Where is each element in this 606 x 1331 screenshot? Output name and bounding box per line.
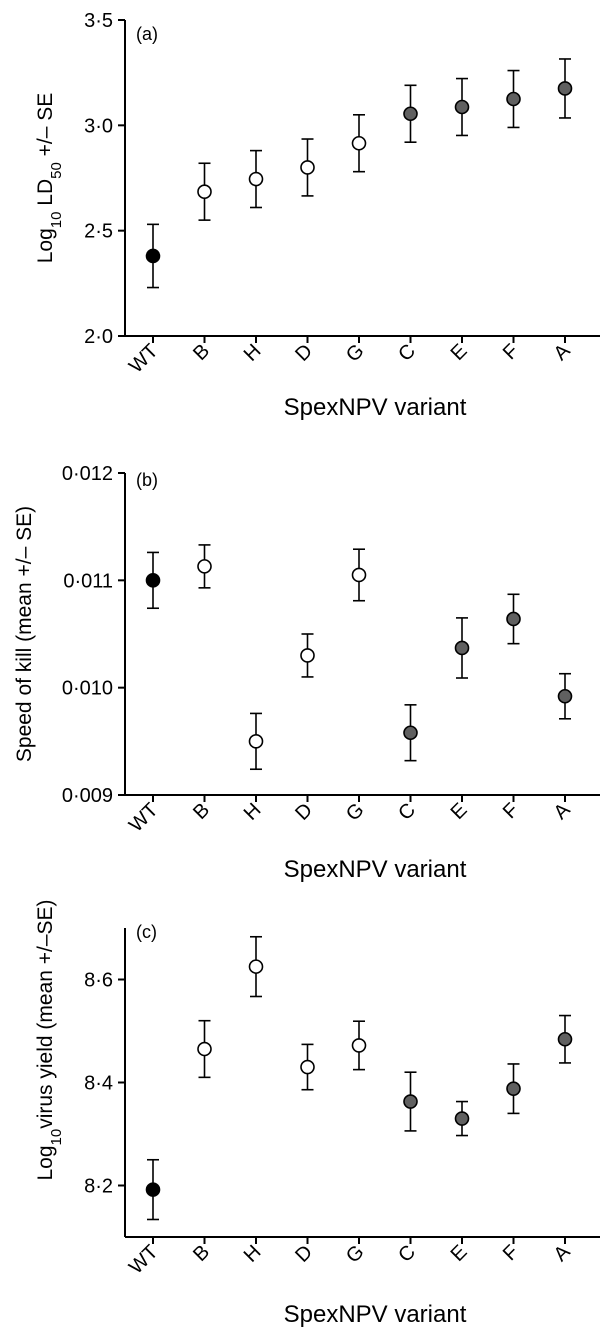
panel-c-point-a bbox=[557, 1031, 573, 1047]
panel-b-x-tick-label: F bbox=[499, 799, 523, 823]
panel-c-point-wt bbox=[145, 1182, 161, 1197]
panel-b-x-tick-label: D bbox=[291, 799, 317, 825]
panel-c-point-f bbox=[506, 1081, 521, 1096]
panel-b-x-tick-label: E bbox=[447, 799, 472, 824]
panel-c-y-label-log: Log bbox=[34, 1145, 57, 1180]
panel-c-point-c bbox=[403, 1094, 418, 1109]
panel-c: Log10virus yield (mean +/–SE) (c) 8·2 8·4… bbox=[34, 899, 600, 1328]
panel-a-point-f bbox=[506, 91, 521, 107]
panel-c-point-g bbox=[351, 1038, 367, 1053]
panel-a: Log10 LD50 +/– SE (a) 2·0 2·5 3·0 3·5 WT B H D G… bbox=[34, 10, 600, 421]
panel-a-point-g bbox=[351, 135, 367, 151]
panel-a-x-tick-label: B bbox=[189, 340, 214, 365]
panel-c-x-tick-label: F bbox=[499, 1241, 523, 1265]
panel-b-point-g bbox=[351, 567, 367, 583]
panel-a-x-tick-label: C bbox=[394, 340, 420, 366]
panel-a-y-label-sub2: 50 bbox=[48, 162, 65, 179]
panel-b-x-tick-label: B bbox=[189, 799, 214, 824]
panel-c-y-label-tail: virus yield (mean +/–SE) bbox=[34, 899, 57, 1128]
panel-a-y-tick-label: 3·0 bbox=[84, 115, 113, 137]
panel-a-y-label-sub: 10 bbox=[48, 212, 65, 229]
panel-c-x-tick-label: H bbox=[240, 1241, 266, 1267]
panel-a-y-label-ld: LD bbox=[34, 179, 57, 212]
panel-a-point-b bbox=[197, 184, 212, 199]
panel-c-label: (c) bbox=[136, 922, 157, 942]
panel-a-point-wt bbox=[145, 248, 161, 264]
panel-a-point-h bbox=[248, 171, 264, 187]
panel-b-point-e bbox=[454, 640, 470, 656]
panel-b-plot: 0·009 0·010 0·011 0·012 WT B H D G C E F A bbox=[62, 463, 600, 837]
panel-b-x-tick-label: G bbox=[342, 799, 369, 826]
panel-c-point-e bbox=[454, 1111, 470, 1126]
panel-b-x-tick-label: WT bbox=[125, 799, 163, 837]
panel-b-point-wt bbox=[145, 573, 161, 588]
panel-a-point-c bbox=[403, 106, 418, 122]
panel-a-x-tick-label: A bbox=[550, 340, 575, 365]
panel-b-point-d bbox=[300, 648, 315, 663]
panel-c-point-h bbox=[248, 959, 264, 974]
panel-a-x-tick-label: F bbox=[499, 340, 523, 364]
panel-b-label: (b) bbox=[136, 470, 158, 490]
panel-b-y-tick-label: 0·012 bbox=[62, 463, 113, 485]
panel-c-x-tick-label: D bbox=[291, 1241, 317, 1267]
panel-a-point-d bbox=[300, 160, 315, 175]
panel-c-x-label: SpexNPV variant bbox=[284, 1301, 467, 1328]
panel-b-point-h bbox=[248, 734, 264, 749]
panel-a-x-tick-label: WT bbox=[125, 340, 163, 378]
panel-c-y-label: Log10virus yield (mean +/–SE) bbox=[34, 899, 65, 1180]
panel-a-y-label-log: Log bbox=[34, 228, 57, 263]
panel-a-x-tick-label: D bbox=[291, 340, 317, 366]
panel-c-y-tick-label: 8·2 bbox=[84, 1176, 113, 1198]
panel-a-x-tick-label: G bbox=[342, 340, 369, 367]
panel-a-point-a bbox=[557, 81, 573, 96]
panel-c-x-tick-label: C bbox=[394, 1241, 420, 1267]
panel-a-y-label-tail: +/– SE bbox=[34, 93, 57, 162]
panel-c-plot: 8·2 8·4 8·6 WT B H D G C E F A bbox=[84, 928, 600, 1279]
panel-b-y-label: Speed of kill (mean +/– SE) bbox=[13, 506, 36, 762]
panel-a-y-label: Log10 LD50 +/– SE bbox=[34, 93, 65, 264]
panel-b-x-label: SpexNPV variant bbox=[284, 856, 467, 883]
panel-a-y-tick-label: 2·0 bbox=[84, 326, 113, 348]
panel-b-point-c bbox=[403, 725, 418, 741]
panel-a-plot: 2·0 2·5 3·0 3·5 WT B H D G C E F A bbox=[84, 10, 600, 378]
panel-c-y-tick-label: 8·4 bbox=[84, 1073, 113, 1095]
panel-a-x-label: SpexNPV variant bbox=[284, 394, 467, 421]
panel-c-point-d bbox=[300, 1059, 315, 1075]
panel-c-x-tick-label: E bbox=[447, 1241, 472, 1266]
panel-b-point-f bbox=[506, 611, 521, 627]
panel-c-y-tick-label: 8·6 bbox=[84, 970, 113, 992]
panel-a-x-tick-label: E bbox=[447, 340, 472, 365]
panel-a-label: (a) bbox=[136, 24, 158, 44]
panel-c-x-tick-label: G bbox=[342, 1241, 369, 1268]
panel-a-point-e bbox=[454, 99, 470, 115]
panel-c-y-label-sub: 10 bbox=[48, 1129, 65, 1146]
panel-c-x-tick-label: WT bbox=[125, 1241, 163, 1279]
panel-b-point-b bbox=[197, 559, 212, 574]
panel-a-y-tick-label: 2·5 bbox=[84, 221, 113, 243]
panel-b-y-tick-label: 0·010 bbox=[62, 678, 113, 700]
panel-b: Speed of kill (mean +/– SE) (b) 0·0090·0… bbox=[13, 463, 600, 883]
panel-b-x-tick-label: C bbox=[394, 799, 420, 825]
panel-c-x-tick-label: A bbox=[550, 1241, 575, 1266]
panel-b-point-a bbox=[557, 688, 573, 704]
panel-b-x-tick-label: A bbox=[550, 799, 575, 824]
panel-c-x-tick-label: B bbox=[189, 1241, 214, 1266]
panel-a-y-tick-label: 3·5 bbox=[84, 10, 113, 32]
panel-b-x-tick-label: H bbox=[240, 799, 266, 825]
panel-a-x-tick-label: H bbox=[240, 340, 266, 366]
panel-b-y-tick-label: 0·011 bbox=[63, 570, 113, 592]
panel-c-point-b bbox=[197, 1041, 212, 1057]
panel-b-y-tick-label: 0·009 bbox=[62, 785, 113, 807]
